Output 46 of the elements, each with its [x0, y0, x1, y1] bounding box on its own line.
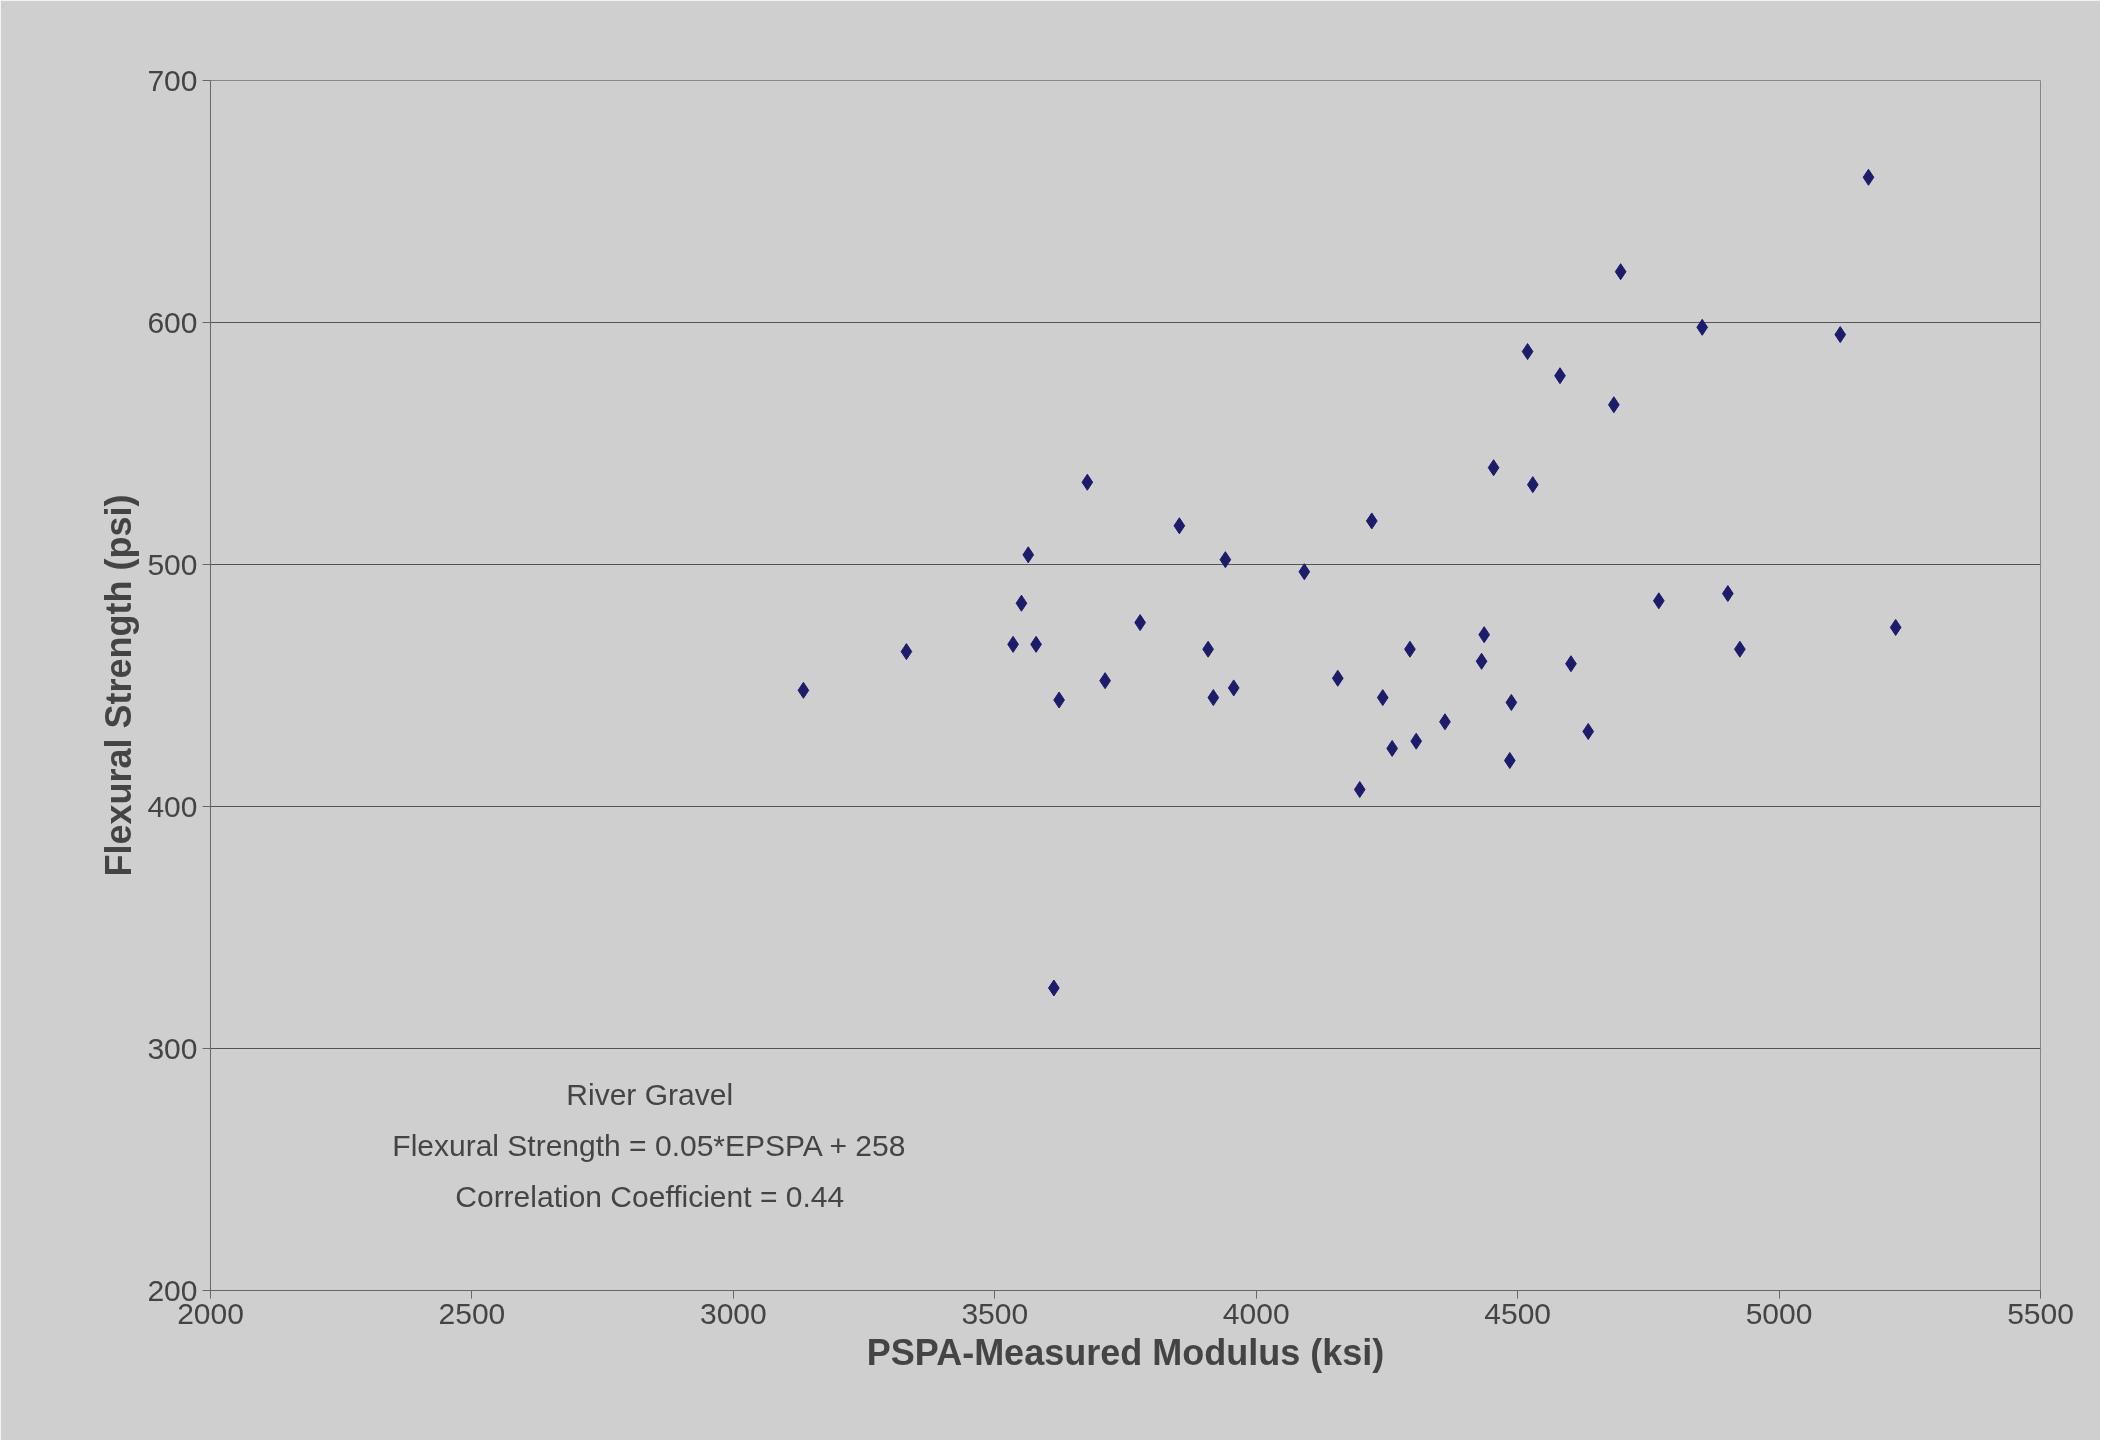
point: [797, 681, 810, 699]
point: [1503, 752, 1516, 770]
point: [1478, 626, 1491, 644]
x-tick-label: 4500: [1484, 1296, 1552, 1330]
y-tick-label: 500: [147, 547, 198, 581]
point: [1521, 343, 1534, 361]
point: [1227, 679, 1240, 697]
annotation: Flexural Strength = 0.05*EPSPA + 258: [392, 1128, 906, 1162]
point: [1487, 459, 1500, 477]
point: [1022, 546, 1035, 564]
y-tick-label: 300: [147, 1031, 198, 1065]
x-tick-label: 5000: [1745, 1296, 1813, 1330]
point: [1889, 618, 1902, 636]
point: [1081, 473, 1094, 491]
annotation: Correlation Coefficient = 0.44: [455, 1179, 845, 1213]
x-tick-label: 3500: [961, 1296, 1029, 1330]
point: [1582, 722, 1595, 740]
y-axis-title: Flexural Strength (psi): [98, 494, 140, 877]
point: [1376, 689, 1389, 707]
point: [1696, 318, 1709, 336]
point: [1219, 551, 1232, 569]
x-tick-label: 4000: [1222, 1296, 1290, 1330]
point: [1614, 263, 1627, 281]
x-tick-label: 2500: [438, 1296, 506, 1330]
y-tick-label: 400: [147, 789, 198, 823]
y-tick-label: 700: [147, 63, 198, 97]
point: [1015, 594, 1028, 612]
point: [1207, 689, 1220, 707]
point: [1505, 693, 1518, 711]
point: [1173, 517, 1186, 535]
y-tick-label: 600: [147, 305, 198, 339]
point: [1652, 592, 1665, 610]
point: [1862, 168, 1875, 186]
point: [1353, 781, 1366, 799]
x-tick-label: 5500: [2007, 1296, 2074, 1330]
point: [1834, 326, 1847, 344]
x-axis-title: PSPA-Measured Modulus (ksi): [866, 1331, 1385, 1373]
point: [1365, 512, 1378, 530]
point: [1331, 669, 1344, 687]
point: [1475, 652, 1488, 670]
annotation: River Gravel: [566, 1077, 734, 1111]
point: [1526, 476, 1539, 494]
point: [900, 643, 913, 661]
x-tick-label: 3000: [699, 1296, 767, 1330]
point: [1298, 563, 1311, 581]
point: [1410, 732, 1423, 750]
